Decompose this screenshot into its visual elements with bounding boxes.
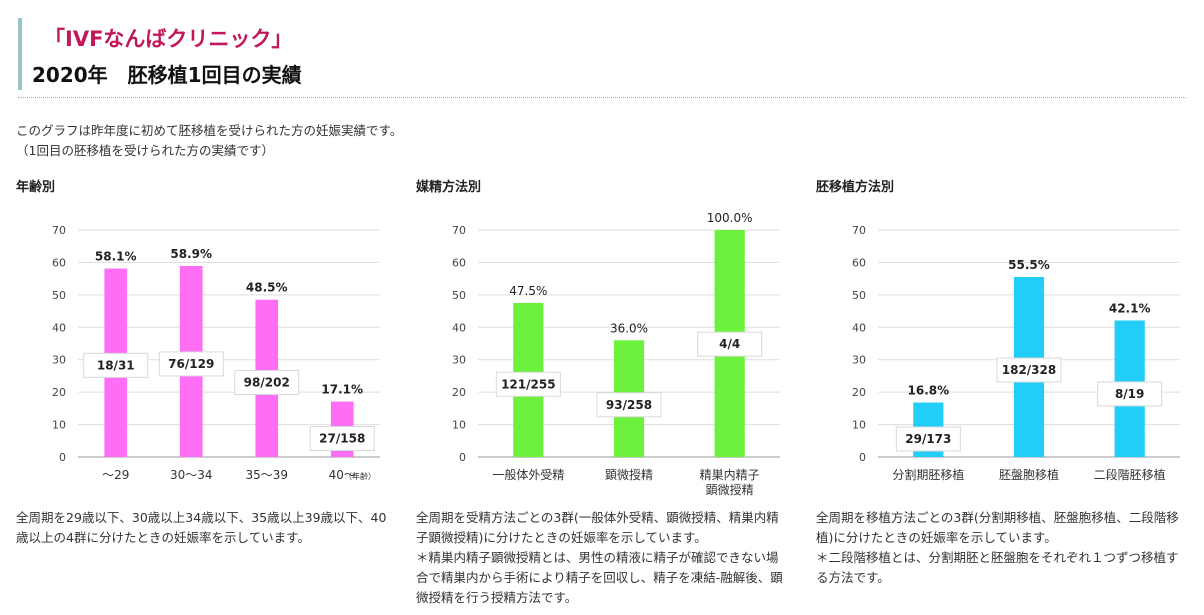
x-tick-label: 胚盤胞移植 xyxy=(999,467,1059,482)
fraction-box xyxy=(697,331,763,357)
chart-age-plot: 0 10 20 30 40 50 60 70 58.1% 18/31 ～29 58.9% 76/129 3… xyxy=(52,224,380,482)
y-tick-label: 40 xyxy=(452,321,466,334)
chart-transfer-title: 胚移植方法別 xyxy=(816,180,895,195)
fraction-label: 4/4 xyxy=(719,337,740,351)
x-tick-label: 精巣内精子 xyxy=(700,468,760,482)
value-label: 17.1% xyxy=(321,383,363,397)
value-label: 42.1% xyxy=(1109,301,1151,315)
x-tick-label: 分割期胚移植 xyxy=(892,467,964,482)
y-tick-label: 30 xyxy=(852,354,866,367)
chart-age-title: 年齢別 xyxy=(16,180,56,195)
y-tick-label: 50 xyxy=(852,289,866,302)
header-accent-bar xyxy=(18,18,22,90)
value-label: 36.0% xyxy=(610,321,648,335)
x-tick-label: 35～39 xyxy=(245,468,288,482)
x-tick-label: 一般体外受精 xyxy=(492,467,564,482)
value-label: 48.5% xyxy=(246,281,288,295)
value-label: 55.5% xyxy=(1008,258,1050,272)
y-tick-label: 50 xyxy=(452,289,466,302)
fraction-label: 8/19 xyxy=(1115,387,1144,401)
fraction-label: 27/158 xyxy=(319,432,365,446)
fraction-box xyxy=(1097,381,1163,407)
y-tick-label: 20 xyxy=(852,386,866,399)
intro-line-2: （1回目の胚移植を受けられた方の実績です） xyxy=(16,143,274,158)
page-title: 2020年 胚移植1回目の実績 xyxy=(32,63,302,87)
y-tick-label: 30 xyxy=(452,354,466,367)
page-header: 「IVFなんばクリニック」 2020年 胚移植1回目の実績 xyxy=(18,18,1186,90)
chart-age: 年齢別 0 10 20 30 40 50 60 70 58.1% 18/31 ～29 58.9% 76/… xyxy=(16,176,388,496)
x-tick-label: ～29 xyxy=(102,468,129,482)
y-tick-label: 50 xyxy=(52,289,66,302)
chart-fertilization: 媒精方法別 0 10 20 30 40 50 60 70 47.5% 121/255 一般体外受精 3… xyxy=(416,176,788,496)
fraction-label: 29/173 xyxy=(905,432,951,446)
fraction-box xyxy=(83,352,149,378)
x-tick-label: 顕微授精 xyxy=(605,467,653,482)
dotted-divider xyxy=(18,97,1186,98)
value-label: 58.9% xyxy=(170,247,212,261)
y-tick-label: 40 xyxy=(852,321,866,334)
chart-fertilization-plot: 0 10 20 30 40 50 60 70 47.5% 121/255 一般体外受精 36.0% 93… xyxy=(452,211,780,496)
fraction-label: 98/202 xyxy=(244,375,290,389)
category-note: （年齢） xyxy=(344,471,376,481)
x-tick-label: 二段階胚移植 xyxy=(1094,467,1166,482)
value-label: 58.1% xyxy=(95,250,137,264)
fraction-label: 18/31 xyxy=(97,358,135,372)
chart-fertilization-title: 媒精方法別 xyxy=(416,180,482,195)
y-tick-label: 60 xyxy=(52,256,66,269)
fraction-label: 93/258 xyxy=(606,398,652,412)
chart-transfer: 胚移植方法別 0 10 20 30 40 50 60 70 16.8% 29/173 分割期胚移植 5… xyxy=(816,176,1188,496)
y-tick-label: 20 xyxy=(452,386,466,399)
y-tick-label: 70 xyxy=(52,224,66,237)
y-tick-label: 10 xyxy=(452,419,466,432)
x-tick-label: 顕微授精 xyxy=(706,482,754,496)
fraction-box xyxy=(895,426,961,452)
value-label: 47.5% xyxy=(509,284,547,298)
description-line: 全周期を移植方法ごとの3群(分割期移植、胚盤胞移植、二段階移植)に分けたときの妊… xyxy=(816,510,1179,545)
description-line: 全周期を受精方法ごとの3群(一般体外受精、顕微授精、精巣内精子顕微授精)に分けた… xyxy=(416,510,779,545)
fraction-box xyxy=(596,392,662,418)
description-transfer: 全周期を移植方法ごとの3群(分割期移植、胚盤胞移植、二段階移植)に分けたときの妊… xyxy=(816,508,1188,588)
y-tick-label: 70 xyxy=(852,224,866,237)
x-tick-label: 30～34 xyxy=(170,468,213,482)
y-tick-label: 0 xyxy=(59,451,66,464)
description-line: ＊二段階移植とは、分割期胚と胚盤胞をそれぞれ１つずつ移植する方法です。 xyxy=(816,550,1179,585)
intro-text: このグラフは昨年度に初めて胚移植を受けられた方の妊娠実績です。 （1回目の胚移植… xyxy=(16,121,402,161)
fraction-box xyxy=(495,371,561,397)
description-fertilization: 全周期を受精方法ごとの3群(一般体外受精、顕微授精、精巣内精子顕微授精)に分けた… xyxy=(416,508,788,608)
fraction-box xyxy=(309,426,375,452)
y-tick-label: 10 xyxy=(852,419,866,432)
y-tick-label: 10 xyxy=(52,419,66,432)
clinic-name: 「IVFなんばクリニック」 xyxy=(44,27,293,51)
y-tick-label: 60 xyxy=(452,256,466,269)
x-tick-label: 40～ xyxy=(329,468,356,482)
description-line: 全周期を29歳以下、30歳以上34歳以下、35歳以上39歳以下、40歳以上の4群… xyxy=(16,510,387,545)
value-label: 100.0% xyxy=(707,211,753,225)
y-tick-label: 30 xyxy=(52,354,66,367)
y-tick-label: 60 xyxy=(852,256,866,269)
value-label: 16.8% xyxy=(908,384,950,398)
description-line: ＊精巣内精子顕微授精とは、男性の精液に精子が確認できない場合で精巣内から手術によ… xyxy=(416,550,783,605)
fraction-box xyxy=(158,351,224,377)
y-tick-label: 40 xyxy=(52,321,66,334)
chart-transfer-plot: 0 10 20 30 40 50 60 70 16.8% 29/173 分割期胚移植 55.5% 182… xyxy=(852,224,1180,482)
y-tick-label: 0 xyxy=(459,451,466,464)
y-tick-label: 20 xyxy=(52,386,66,399)
y-tick-label: 70 xyxy=(452,224,466,237)
fraction-label: 121/255 xyxy=(501,377,555,391)
fraction-box xyxy=(234,369,300,395)
description-age: 全周期を29歳以下、30歳以上34歳以下、35歳以上39歳以下、40歳以上の4群… xyxy=(16,508,388,548)
intro-line-1: このグラフは昨年度に初めて胚移植を受けられた方の妊娠実績です。 xyxy=(16,123,403,138)
fraction-label: 182/328 xyxy=(1002,363,1056,377)
fraction-label: 76/129 xyxy=(168,357,214,371)
y-tick-label: 0 xyxy=(859,451,866,464)
fraction-box xyxy=(996,357,1062,383)
